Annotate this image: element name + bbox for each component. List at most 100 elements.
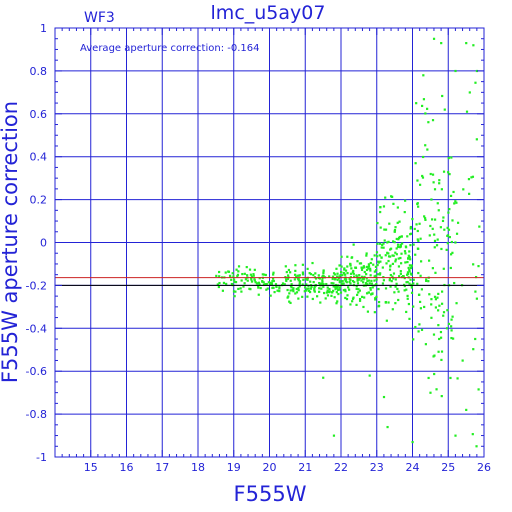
data-point [308,272,311,275]
data-point [417,271,420,275]
data-point [442,170,446,173]
data-point [382,395,386,399]
data-point [445,248,448,251]
data-point [308,290,312,294]
data-point [419,274,422,277]
data-point [346,272,349,275]
data-point [474,81,477,84]
data-point [450,240,453,244]
data-point [370,293,373,296]
data-point [218,281,221,285]
y-tick-label: -0.2 [26,279,47,292]
data-point [433,246,436,249]
data-point [338,281,341,284]
data-point [426,107,429,110]
data-point [426,148,429,151]
data-point [412,278,415,281]
data-point [240,290,243,293]
data-point [292,287,295,290]
data-point [241,272,244,276]
data-point [258,277,261,280]
data-point [437,309,440,312]
data-point [414,325,417,329]
data-point [352,272,355,275]
data-point [437,292,440,295]
data-point [382,246,385,249]
data-point [414,162,417,165]
data-point [365,252,368,255]
data-point [348,280,351,283]
data-point [391,308,394,311]
plot-frame [54,27,485,458]
data-point [397,290,400,293]
data-point [278,290,281,293]
data-point [421,104,424,108]
data-point [376,263,379,267]
data-point [408,268,411,271]
data-point [304,286,307,289]
data-point [437,209,440,212]
data-point [393,228,397,232]
data-point [420,328,424,331]
data-point [432,37,436,40]
data-point [330,294,333,297]
data-point [437,350,440,353]
data-point [396,206,399,209]
data-point [450,318,453,321]
data-point [272,286,275,290]
data-point [395,237,398,241]
data-point [344,296,347,300]
data-point [411,217,414,221]
data-point [409,266,413,270]
data-point [243,272,246,275]
data-point [368,374,371,377]
data-point [323,291,326,295]
data-point [406,297,409,300]
data-point [436,296,439,299]
data-point [409,278,412,281]
data-point [382,205,386,208]
data-point [320,282,323,285]
data-point [356,277,359,281]
data-point [381,243,384,246]
y-tick-label: 0.4 [30,151,48,164]
data-point [392,277,395,280]
data-point [442,311,446,314]
data-point [324,297,327,300]
data-point [336,275,339,278]
data-point [410,286,413,289]
data-point [377,305,380,308]
data-point [342,289,345,292]
data-point [411,440,414,444]
data-point [424,112,427,115]
data-point [443,228,446,231]
data-point [274,283,278,286]
data-point [234,281,238,284]
data-point [395,247,398,250]
data-point [343,278,346,281]
data-point [443,108,446,111]
data-point [349,303,352,306]
data-point [475,138,478,141]
data-point [418,222,421,225]
data-point [433,218,437,221]
data-point [370,258,373,261]
data-point [313,290,316,293]
data-point [352,296,355,299]
data-point [358,289,361,292]
data-point [218,275,221,278]
data-point [389,273,392,277]
grid-lines [55,28,484,457]
data-point [399,272,402,275]
data-point [377,287,380,291]
data-point [252,273,255,276]
data-point [309,287,313,290]
data-point [439,330,443,334]
data-point [352,243,355,246]
data-point [428,234,431,237]
data-point [301,295,304,298]
data-point [455,232,459,235]
data-point [421,174,424,178]
data-point [333,273,337,276]
data-point [365,265,369,269]
